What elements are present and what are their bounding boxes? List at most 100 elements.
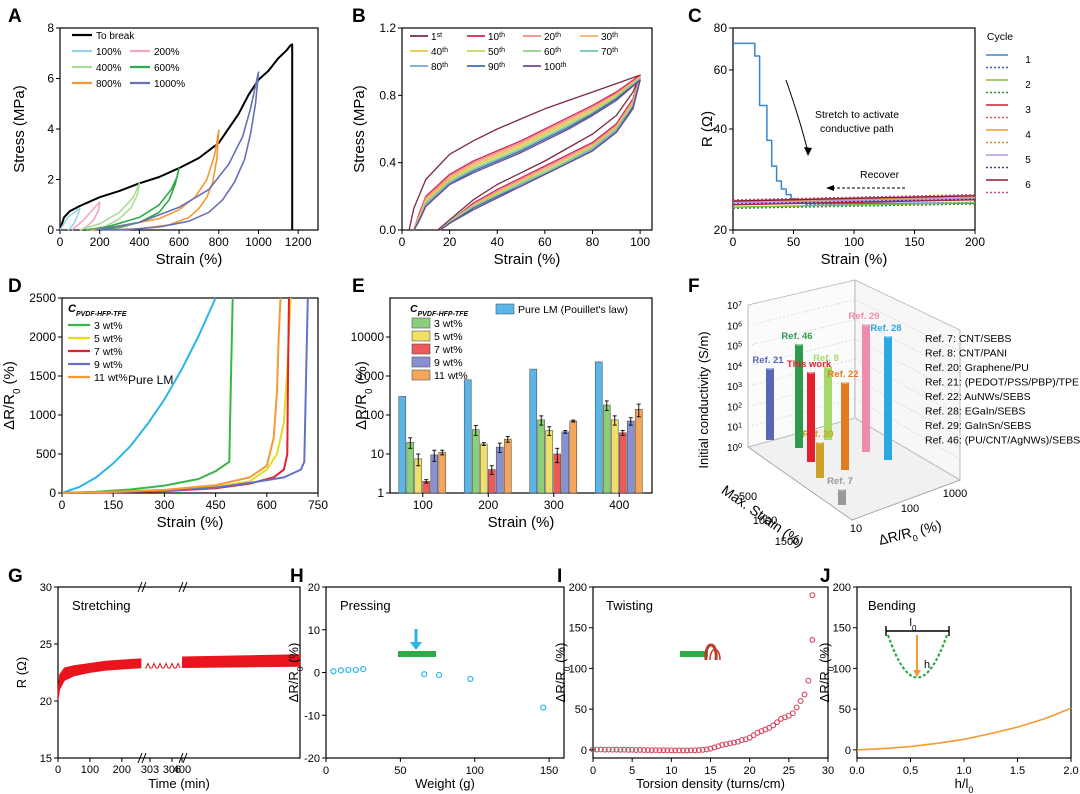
- y-axis-label: Initial conductivity (S/m): [696, 331, 711, 468]
- data-point: [699, 746, 706, 753]
- series-cycle-5: [732, 198, 976, 205]
- data-point: [467, 675, 474, 683]
- x-tick-label: 0.0: [849, 765, 864, 777]
- grid-line: [854, 378, 961, 438]
- bar-Pure LM (Pouillet's law): [463, 379, 472, 494]
- x-tick-label: 0: [57, 235, 64, 249]
- bar-3d-Ref. 7: [838, 489, 846, 505]
- y-axis-label: R (Ω): [699, 111, 716, 147]
- legend-label: 11 wt%: [94, 372, 128, 384]
- legend-label: 800%: [96, 79, 122, 90]
- y-tick-label: 2500: [29, 291, 56, 305]
- x-tick-label: 200: [113, 764, 131, 776]
- data-point: [715, 743, 722, 750]
- series-cycle-1: [408, 74, 641, 231]
- data-point: [664, 747, 671, 754]
- data-point: [707, 745, 714, 752]
- bar-3d-cap: [807, 370, 815, 374]
- x-tick-label: 25: [783, 765, 795, 777]
- legend-label: 3 wt%: [434, 318, 463, 330]
- legend-label: 60th: [544, 47, 561, 59]
- bar-9 wt%: [495, 446, 504, 494]
- x-tick-label: 1500: [775, 536, 799, 548]
- legend-label: 40th: [431, 47, 448, 59]
- y-tick-label: 20: [40, 696, 52, 708]
- x-tick-label: 300: [544, 498, 564, 512]
- y-tick-label: 0: [314, 668, 320, 680]
- plot-frame: [389, 297, 653, 494]
- y-tick-base: 10: [727, 382, 739, 393]
- y-tick-label: 6: [47, 72, 54, 86]
- x-axis-label: Strain (%): [494, 251, 561, 268]
- legend-swatch: [411, 317, 431, 329]
- legend-label: 200%: [154, 47, 180, 58]
- legend-label-sup: th: [442, 62, 448, 69]
- legend-label: 5: [1025, 155, 1031, 166]
- y-tick-label: 60: [714, 63, 728, 77]
- panel-letter: J: [820, 566, 831, 587]
- x-tick-label: 0: [323, 765, 329, 777]
- data-point: [672, 747, 679, 754]
- x-tick-label: 800: [209, 235, 229, 249]
- series-1000%: [95, 71, 260, 231]
- y-tick-label: 15: [40, 753, 52, 765]
- y-tick-label: 1000: [357, 369, 384, 383]
- legend-label: 2: [1025, 80, 1031, 91]
- bar-3d-This work: [807, 372, 815, 462]
- x-axis-label-main: h/l: [955, 776, 969, 791]
- annotation-text: Pressing: [340, 598, 391, 613]
- y-tick-label: 25: [40, 639, 52, 651]
- y-tick-label: 103: [727, 382, 742, 394]
- y-axis-label: R (Ω): [14, 657, 29, 688]
- data-point: [727, 740, 734, 747]
- panel-letter: F: [688, 276, 700, 297]
- bar-Pure LM (Pouillet's law): [594, 361, 603, 494]
- y-tick-exp: 0: [738, 443, 742, 450]
- signal-peaks: [145, 662, 181, 669]
- x-tick-label: 450: [206, 498, 226, 512]
- legend-title-main: C: [68, 303, 77, 315]
- bar-11 wt%: [634, 409, 643, 494]
- bar-3d-cap: [816, 440, 824, 444]
- y-tick-label: 10: [308, 625, 320, 637]
- legend-label: 3: [1025, 105, 1031, 116]
- x-tick-label: 306: [163, 764, 181, 776]
- series-cycle-90: [413, 79, 641, 231]
- bar-label: Ref. 21: [752, 355, 784, 366]
- panel-letter: H: [290, 566, 304, 587]
- x-tick-label: 0: [730, 235, 737, 249]
- legend-label-sup: th: [499, 32, 505, 39]
- bar-label: This work: [787, 359, 832, 370]
- x-tick-label: 5: [629, 765, 635, 777]
- data-point: [621, 746, 628, 753]
- y-tick-label: 0.4: [379, 156, 396, 170]
- y-tick-label: 80: [714, 21, 728, 35]
- y-tick-label: 107: [727, 301, 742, 313]
- plot-frame: [57, 586, 301, 759]
- y-tick-base: 10: [727, 301, 739, 312]
- legend-entry: Ref. 22: AuNWs/SEBS: [925, 391, 1031, 403]
- y-axis-label-main: ΔR/R: [286, 671, 301, 702]
- y-tick-exp: 3: [738, 382, 742, 389]
- legend-label: 1: [1025, 55, 1031, 66]
- x-tick-label: 150: [103, 498, 123, 512]
- bar-3d-cap: [795, 342, 803, 346]
- bar-Pure LM (Pouillet's law): [529, 368, 538, 494]
- y-tick-exp: 1: [738, 422, 742, 429]
- z-tick-label: 10: [850, 523, 862, 535]
- z-axis-label-sub: 0: [912, 533, 919, 544]
- data-point: [330, 668, 337, 675]
- y-axis-label-main: ΔR/R: [353, 394, 370, 430]
- signal-band: [182, 654, 300, 668]
- legend-swatch: [495, 303, 515, 315]
- y-axis-label: ΔR/R0 (%): [1, 361, 23, 430]
- y-tick-exp: 7: [738, 301, 742, 308]
- legend-label: 70th: [601, 47, 618, 59]
- x-tick-label: 50: [787, 235, 801, 249]
- annotation-text: conductive path: [820, 123, 894, 135]
- legend-label-sup: th: [555, 32, 561, 39]
- data-point: [629, 746, 636, 753]
- series-cycle-2: [732, 202, 976, 208]
- z-axis-label-main: ΔR/R: [877, 524, 913, 548]
